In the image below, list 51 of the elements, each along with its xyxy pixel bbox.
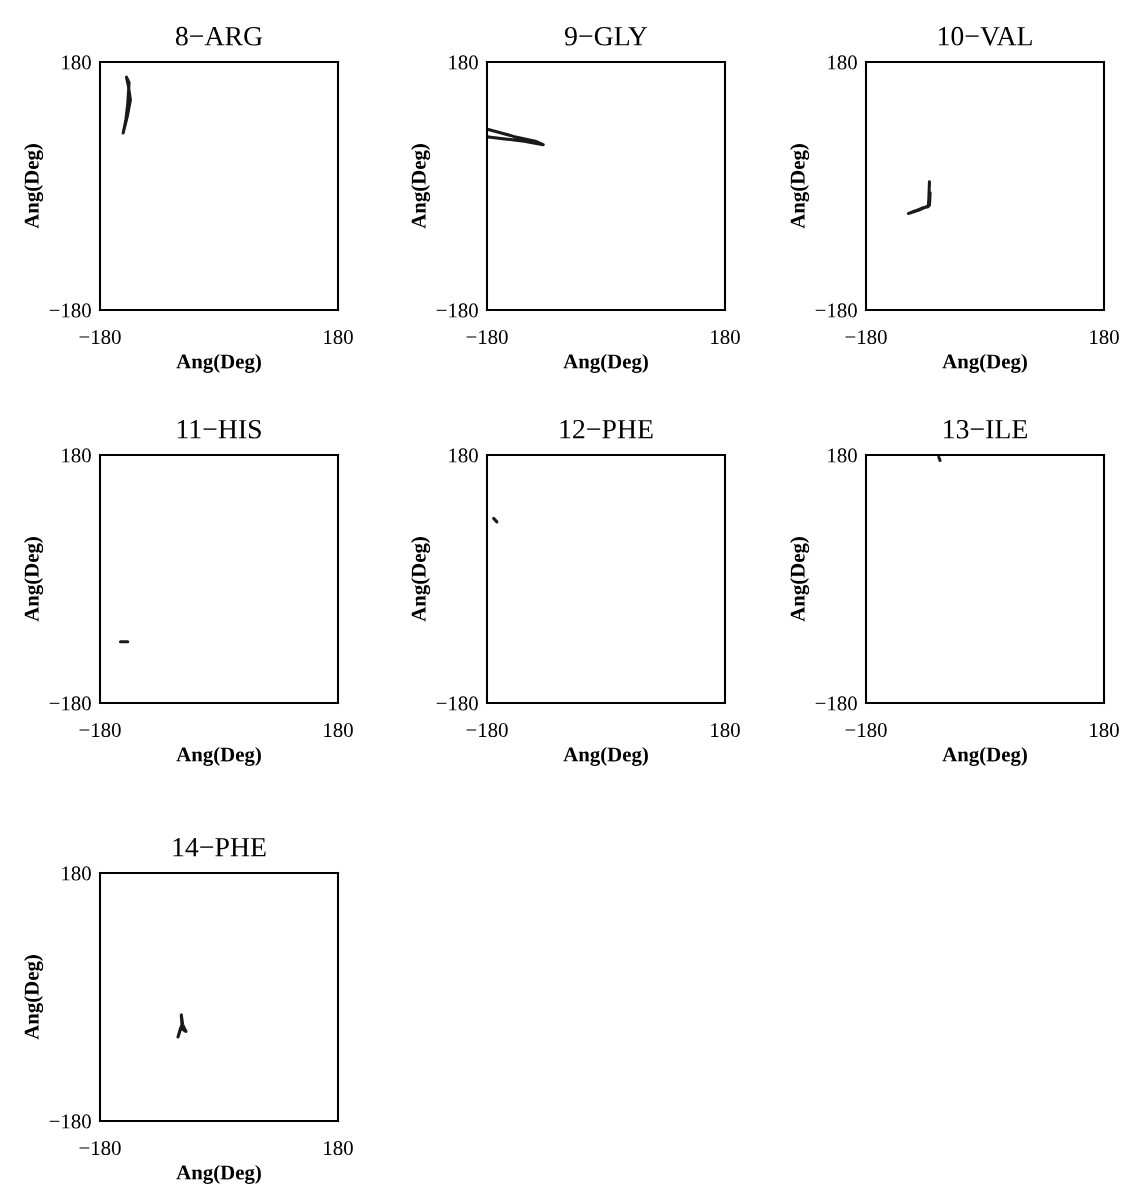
x-tick-label: −180 [466, 330, 508, 345]
y-axis-title: Ang(Deg) [411, 537, 431, 622]
x-axis-title: Ang(Deg) [176, 353, 261, 373]
x-tick-label: 180 [324, 330, 353, 345]
y-tick-label: −180 [815, 303, 857, 318]
y-axis-title: Ang(Deg) [24, 144, 44, 229]
chart-title: 13−ILE [944, 419, 1027, 439]
x-axis-title: Ang(Deg) [563, 353, 648, 373]
y-tick-label: 180 [449, 448, 478, 463]
chart-title: 11−HIS [177, 419, 261, 439]
y-tick-label: −180 [49, 303, 91, 318]
x-axis-title: Ang(Deg) [563, 746, 648, 766]
y-axis-title: Ang(Deg) [24, 537, 44, 622]
y-tick-label: −180 [49, 696, 91, 711]
x-tick-label: −180 [79, 723, 121, 738]
x-axis-title: Ang(Deg) [942, 353, 1027, 373]
y-axis-title: Ang(Deg) [790, 144, 810, 229]
y-tick-label: 180 [62, 448, 91, 463]
y-axis-title: Ang(Deg) [411, 144, 431, 229]
y-tick-label: −180 [436, 303, 478, 318]
chart-title: 14−PHE [173, 838, 266, 857]
x-tick-label: 180 [1090, 330, 1119, 345]
y-axis-title: Ang(Deg) [24, 955, 44, 1040]
x-tick-label: −180 [845, 330, 887, 345]
x-axis-title: Ang(Deg) [176, 746, 261, 766]
y-tick-label: −180 [436, 696, 478, 711]
y-tick-label: 180 [449, 55, 478, 70]
chart-title: 10−VAL [938, 26, 1032, 46]
line-series [906, 180, 932, 216]
chart-title: 12−PHE [560, 419, 653, 439]
line-series [176, 1013, 188, 1039]
y-axis-title: Ang(Deg) [790, 537, 810, 622]
y-tick-label: −180 [815, 696, 857, 711]
y-tick-label: −180 [49, 1114, 91, 1129]
line-series [121, 75, 132, 135]
chart-title: 9−GLY [564, 26, 648, 46]
x-tick-label: −180 [466, 723, 508, 738]
x-tick-label: 180 [324, 723, 353, 738]
x-axis-title: Ang(Deg) [176, 1164, 261, 1184]
y-tick-label: 180 [828, 448, 857, 463]
y-tick-label: 180 [828, 55, 857, 70]
x-tick-label: 180 [711, 330, 740, 345]
chart-title: 8−ARG [175, 26, 263, 46]
x-tick-label: 180 [711, 723, 740, 738]
line-series [487, 127, 545, 147]
x-axis-title: Ang(Deg) [942, 746, 1027, 766]
x-tick-label: −180 [845, 723, 887, 738]
y-tick-label: 180 [62, 55, 91, 70]
x-tick-label: −180 [79, 330, 121, 345]
y-tick-label: 180 [62, 866, 91, 881]
x-tick-label: 180 [1090, 723, 1119, 738]
